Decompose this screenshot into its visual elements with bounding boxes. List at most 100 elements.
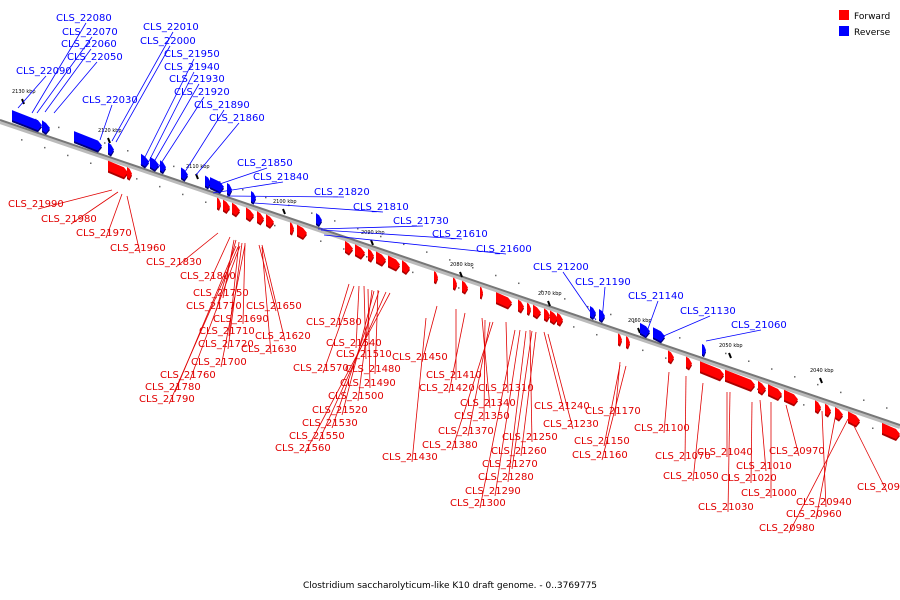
svg-text:CLS_21730: CLS_21730 [393, 216, 449, 227]
backbone-dot [794, 376, 796, 378]
svg-text:CLS_21050: CLS_21050 [663, 471, 719, 482]
svg-text:CLS_21230: CLS_21230 [543, 419, 599, 430]
reverse-gene-arrow [74, 131, 102, 153]
svg-text:CLS_21200: CLS_21200 [533, 262, 589, 273]
gene-label: CLS_21280 [478, 330, 534, 483]
gene-label: CLS_21130 [658, 306, 736, 339]
svg-text:CLS_22010: CLS_22010 [143, 22, 199, 33]
svg-text:CLS_21950: CLS_21950 [164, 49, 220, 60]
scale-tick-label: 2040 kbp [810, 368, 834, 374]
scale-tick-label: 2100 kbp [273, 199, 297, 205]
backbone-dot [610, 313, 612, 316]
forward-gene-arrow [376, 251, 386, 267]
forward-gene-arrow [496, 292, 512, 310]
svg-text:CLS_21800: CLS_21800 [180, 271, 236, 282]
backbone-dot [90, 162, 92, 164]
scale-tick-label: 2130 kbp [12, 89, 36, 95]
svg-text:CLS_21500: CLS_21500 [328, 391, 384, 402]
forward-gene-arrow [557, 312, 563, 327]
gene-label: CLS_21790 [139, 246, 239, 405]
svg-text:CLS_21960: CLS_21960 [110, 243, 166, 254]
svg-text:CLS_21600: CLS_21600 [476, 244, 532, 255]
forward-gene-arrow [388, 255, 400, 272]
svg-text:CLS_21700: CLS_21700 [191, 357, 247, 368]
gene-label: CLS_21650 [246, 244, 302, 312]
svg-text:CLS_21300: CLS_21300 [450, 498, 506, 509]
svg-text:CLS_21770: CLS_21770 [186, 301, 242, 312]
scale-tick-label: 2050 kbp [719, 343, 743, 349]
svg-text:CLS_21070: CLS_21070 [655, 451, 711, 462]
forward-gene-arrow [825, 403, 831, 418]
gene-label: CLS_22080 [31, 13, 112, 114]
genome-backbone [0, 119, 900, 426]
reverse-gene-arrow [702, 343, 706, 358]
backbone-dot [863, 399, 865, 401]
svg-text:CLS_21580: CLS_21580 [306, 317, 362, 328]
gene-label: CLS_21040 [697, 392, 753, 458]
backbone-dot [343, 248, 345, 250]
svg-text:CLS_21060: CLS_21060 [731, 320, 787, 331]
backbone-dot [472, 266, 474, 269]
svg-text:CLS_21290: CLS_21290 [465, 486, 521, 497]
forward-gene-arrow [686, 356, 692, 371]
backbone-dot [495, 274, 497, 277]
backbone-dot [872, 427, 874, 430]
forward-gene-arrow [290, 222, 294, 236]
gene-label: CLS_21480 [345, 289, 401, 375]
svg-text:CLS_21030: CLS_21030 [698, 502, 754, 513]
svg-text:CLS_21620: CLS_21620 [255, 331, 311, 342]
forward-gene-arrow [434, 271, 438, 285]
gene-label: CLS_21700 [191, 244, 247, 368]
gene-label: CLS_21140 [628, 291, 684, 338]
backbone-dot [449, 259, 451, 261]
forward-gene-arrow [527, 302, 531, 316]
svg-text:CLS_22090: CLS_22090 [16, 66, 72, 77]
svg-text:CLS_21040: CLS_21040 [697, 447, 753, 458]
svg-text:CLS_22030: CLS_22030 [82, 95, 138, 106]
backbone-dot [274, 224, 276, 227]
gene-label: CLS_21810 [253, 202, 409, 213]
backbone-dot [817, 383, 819, 386]
scale-tick-label: 2070 kbp [538, 291, 562, 297]
svg-text:CLS_21430: CLS_21430 [382, 452, 438, 463]
legend-forward-swatch [839, 10, 849, 20]
gene-label: CLS_22000 [115, 36, 196, 143]
forward-gene-arrow [232, 202, 240, 218]
gene-label: CLS_22050 [53, 52, 123, 114]
gene-label: CLS_21610 [320, 229, 488, 240]
gene-label: CLS_21730 [317, 216, 449, 230]
reverse-gene-arrow [150, 156, 159, 172]
backbone-dot [748, 360, 750, 362]
svg-text:CLS_21920: CLS_21920 [174, 87, 230, 98]
reverse-gene-arrow [640, 322, 650, 339]
backbone-dot [412, 271, 414, 274]
backbone-dot [265, 196, 267, 199]
scale-tick-mark [107, 137, 111, 144]
forward-gene-arrow [882, 422, 900, 441]
svg-text:CLS_21710: CLS_21710 [199, 326, 255, 337]
svg-text:CLS_21990: CLS_21990 [8, 199, 64, 210]
scale-tick-mark [819, 377, 823, 384]
svg-text:CLS_22080: CLS_22080 [56, 13, 112, 24]
forward-gene-arrow [668, 350, 674, 365]
forward-gene-arrow [518, 299, 524, 314]
svg-text:CLS_21970: CLS_21970 [76, 228, 132, 239]
gene-label: CLS_21160 [572, 365, 628, 461]
backbone-dot [587, 305, 589, 308]
svg-text:CLS_21340: CLS_21340 [460, 398, 516, 409]
gene-label: CLS_21410 [426, 309, 482, 381]
backbone-dot [58, 126, 60, 129]
gene-label: CLS_21850 [207, 158, 293, 189]
backbone-dot [127, 150, 129, 152]
svg-text:CLS_20940: CLS_20940 [796, 497, 852, 508]
svg-text:CLS_21370: CLS_21370 [438, 426, 494, 437]
backbone-dot [104, 142, 106, 144]
svg-text:CLS_21560: CLS_21560 [275, 443, 331, 454]
svg-text:CLS_22060: CLS_22060 [61, 39, 117, 50]
svg-text:CLS_21810: CLS_21810 [353, 202, 409, 213]
gene-label: CLS_21000 [741, 402, 797, 499]
forward-gene-arrow [217, 197, 221, 211]
gene-label: CLS_21560 [275, 292, 391, 454]
backbone-dot [366, 256, 368, 258]
